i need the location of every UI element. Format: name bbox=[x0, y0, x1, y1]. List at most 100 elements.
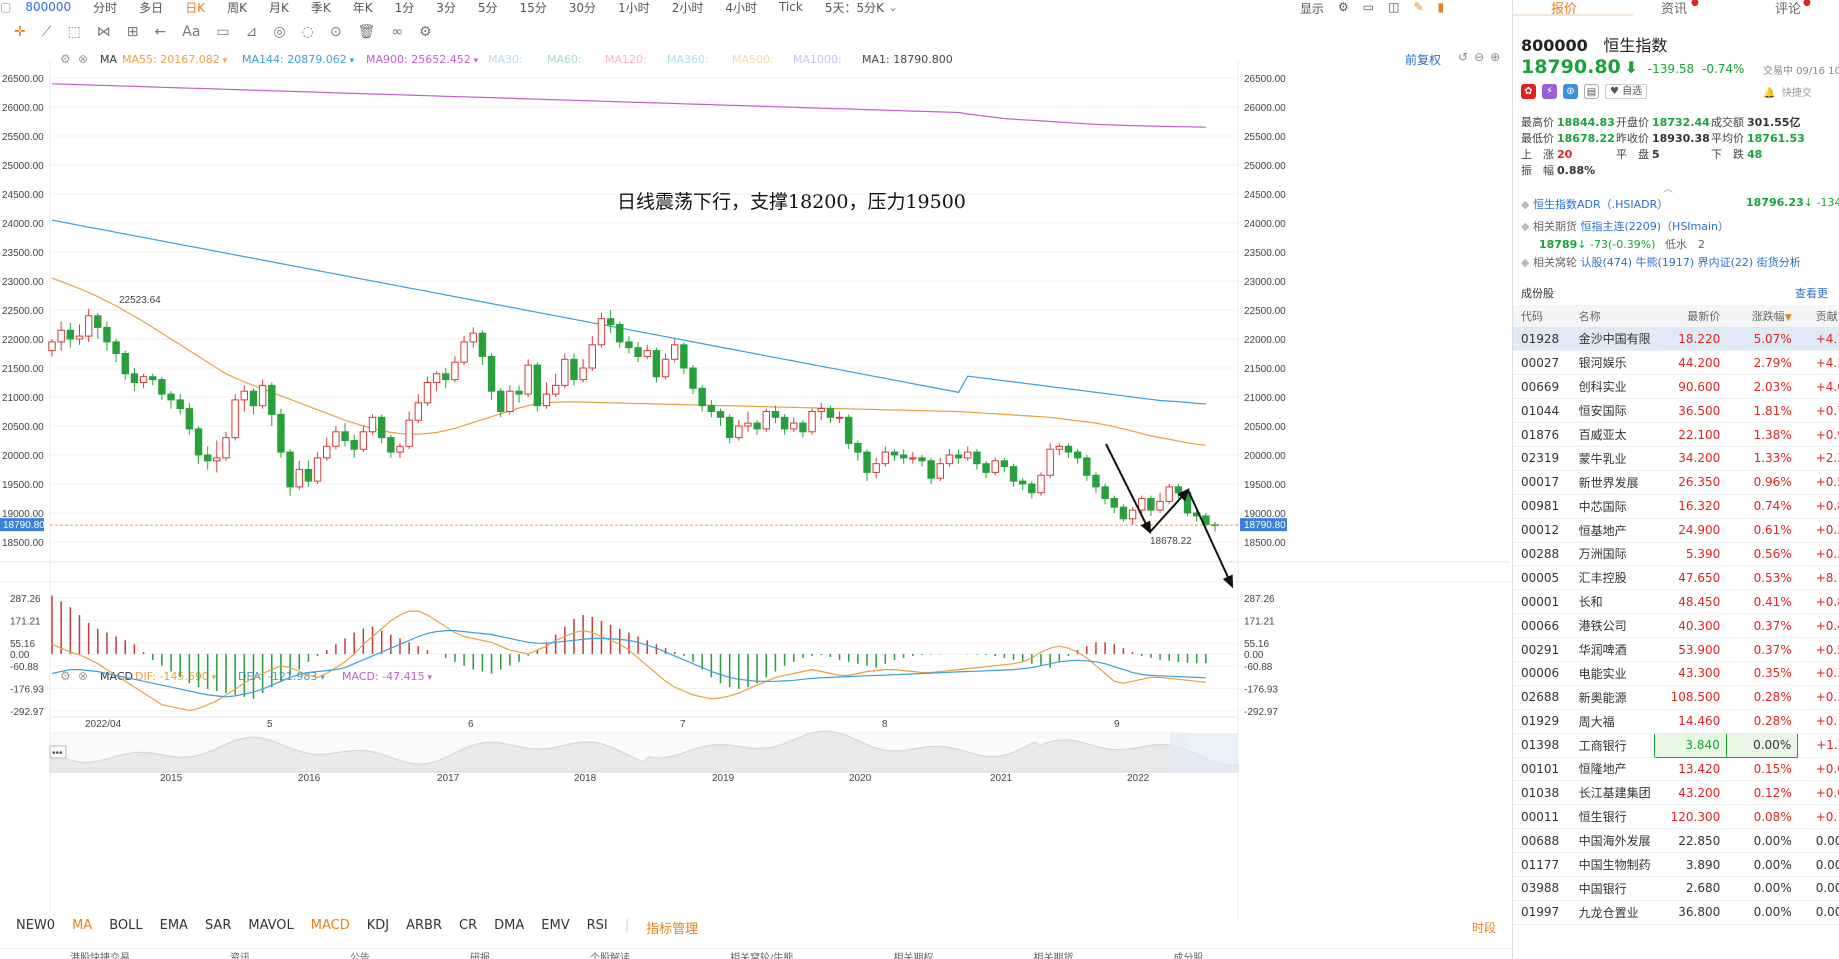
ma-legend-item[interactable]: MA120: bbox=[605, 52, 647, 66]
period-tab[interactable]: 季K bbox=[310, 0, 331, 15]
col-price[interactable]: 最新价 bbox=[1654, 305, 1727, 328]
indicator-tab[interactable]: EMA bbox=[159, 918, 188, 933]
trendline-icon[interactable]: ⟋ bbox=[41, 24, 52, 40]
arrowhead[interactable] bbox=[1222, 574, 1234, 589]
ma-legend-item[interactable]: MA1: 18790.800 bbox=[862, 52, 953, 66]
kline-chart[interactable]: 26500.00 26500.00 26000.00 26000.00 25500.00… bbox=[0, 60, 1510, 920]
note-icon[interactable]: ▤ bbox=[1584, 84, 1599, 99]
bottom-tab[interactable]: 研报 bbox=[470, 953, 490, 959]
indicator-tab[interactable]: BOLL bbox=[109, 918, 143, 933]
indicator-tab[interactable]: MA bbox=[72, 918, 93, 933]
macd-legend-item[interactable]: DIF: -145.690 ▾ bbox=[135, 669, 217, 683]
indicator-tab[interactable]: MAVOL bbox=[248, 918, 294, 933]
channel-icon[interactable]: ⊞ bbox=[126, 24, 139, 40]
chevron-down-icon[interactable]: ⌄ bbox=[887, 0, 899, 14]
period-tab[interactable]: 分时 bbox=[93, 0, 118, 15]
ma-legend-item[interactable]: MA55: 20167.082 ▾ bbox=[122, 52, 228, 66]
macd-legend-item[interactable]: DEA: -121.983 ▾ bbox=[238, 669, 325, 683]
bottom-tab[interactable]: 资讯 bbox=[230, 953, 250, 959]
indicator-tab[interactable]: MACD bbox=[310, 918, 350, 933]
circle-icon[interactable]: ◎ bbox=[273, 24, 286, 40]
bottom-tab[interactable]: 个股解读 bbox=[590, 953, 630, 959]
bottom-tab[interactable]: 相关期权 bbox=[893, 953, 934, 959]
overview-handle[interactable] bbox=[49, 745, 67, 759]
period-tab[interactable]: 多日 bbox=[139, 0, 164, 15]
ma-title[interactable]: MA bbox=[100, 52, 118, 66]
share-icon[interactable]: ⊕ bbox=[1563, 84, 1578, 99]
tab-quote[interactable]: 报价 bbox=[1551, 2, 1578, 17]
indicator-tab[interactable]: ARBR bbox=[406, 918, 443, 933]
magnet-icon[interactable]: ◌ bbox=[301, 24, 314, 40]
indicator-tab[interactable]: 指标管理 bbox=[646, 922, 699, 937]
indicator-tab[interactable]: KDJ bbox=[366, 918, 390, 933]
bottom-tab[interactable]: 公告 bbox=[350, 953, 370, 959]
add-watchlist-button[interactable]: ♥ 自选 bbox=[1605, 84, 1648, 99]
indicator-tab[interactable]: CR bbox=[459, 918, 478, 933]
arrowhead[interactable] bbox=[1140, 520, 1152, 535]
stock-code-link[interactable]: 800000 bbox=[25, 0, 72, 14]
bottom-tab[interactable]: 相关窝轮/牛熊 bbox=[730, 953, 794, 959]
warrants-link-inline[interactable]: 界内证(22) bbox=[1697, 256, 1754, 269]
period-tab[interactable]: 3分 bbox=[436, 0, 456, 15]
close-icon[interactable]: ⊗ bbox=[78, 52, 89, 66]
period-tab[interactable]: 月K bbox=[268, 0, 289, 15]
drawn-arrows[interactable] bbox=[1105, 443, 1234, 589]
period-tab[interactable]: 30分 bbox=[568, 0, 597, 15]
warrants-link-cbbc[interactable]: 牛熊(1917) bbox=[1635, 256, 1695, 269]
layout-icon[interactable]: ▭ bbox=[1362, 0, 1375, 14]
warrants-link-calls[interactable]: 认股(474) bbox=[1580, 256, 1633, 269]
col-pct[interactable]: 涨跌幅▼ bbox=[1726, 305, 1798, 328]
chevron-down-icon[interactable]: ▾ bbox=[346, 55, 355, 66]
eye-icon[interactable]: ∞ bbox=[391, 24, 403, 40]
ma-legend-item[interactable]: MA144: 20879.062 ▾ bbox=[242, 52, 355, 66]
period-segment-button[interactable]: 时段 bbox=[1472, 921, 1497, 935]
period-tab[interactable]: 5天：5分K bbox=[824, 0, 884, 15]
adr-link[interactable]: 恒生指数ADR（.HSIADR） bbox=[1532, 198, 1669, 211]
macd-legend-item[interactable]: MACD: -47.415 ▾ bbox=[342, 669, 433, 683]
warrants-link-street[interactable]: 街货分析 bbox=[1756, 256, 1801, 269]
tab-news[interactable]: 资讯 bbox=[1661, 2, 1688, 17]
sort-desc-icon[interactable]: ▼ bbox=[1784, 312, 1792, 323]
collapse-icon[interactable]: ︿ bbox=[1663, 184, 1673, 195]
ma-legend-item[interactable]: MA1000: bbox=[793, 52, 842, 66]
crosshair-icon[interactable]: ✛ bbox=[14, 24, 26, 40]
bottom-tab[interactable]: 相关期货 bbox=[1033, 953, 1074, 959]
period-tab[interactable]: Tick bbox=[778, 0, 803, 14]
plugin-icon[interactable]: ⚡ bbox=[1542, 84, 1557, 99]
bottom-tab[interactable]: 成分股 bbox=[1173, 953, 1204, 959]
view-more-link[interactable]: 查看更 bbox=[1795, 287, 1828, 300]
period-tab[interactable]: 年K bbox=[352, 0, 373, 15]
reset-icon[interactable]: ↺ bbox=[1458, 50, 1469, 64]
rect-select-icon[interactable]: ⬚ bbox=[67, 24, 81, 40]
overview-handle-dots[interactable]: ••• bbox=[52, 748, 63, 759]
bottom-tab[interactable]: 港股快捷交易 bbox=[70, 953, 130, 959]
arrow-left-icon[interactable]: ← bbox=[154, 24, 167, 40]
indicator-tab[interactable]: RSI bbox=[586, 918, 608, 933]
pencil-icon[interactable]: ✎ bbox=[1413, 0, 1424, 14]
close-icon[interactable]: ⊗ bbox=[78, 669, 89, 683]
overview-window[interactable] bbox=[1170, 733, 1238, 772]
flag-hk-icon[interactable]: ✿ bbox=[1521, 84, 1536, 99]
ma-legend-item[interactable]: MA60: bbox=[547, 52, 582, 66]
period-tab[interactable]: 4小时 bbox=[725, 0, 757, 15]
col-contrib[interactable]: 贡献 bbox=[1797, 305, 1839, 328]
ma-legend-item[interactable]: MA500: bbox=[732, 52, 774, 66]
bell-icon[interactable]: 🔔 bbox=[1763, 88, 1776, 99]
period-tab[interactable]: 日K bbox=[185, 0, 206, 15]
col-name[interactable]: 名称 bbox=[1574, 305, 1655, 328]
chevron-down-icon[interactable]: ▾ bbox=[208, 672, 217, 683]
